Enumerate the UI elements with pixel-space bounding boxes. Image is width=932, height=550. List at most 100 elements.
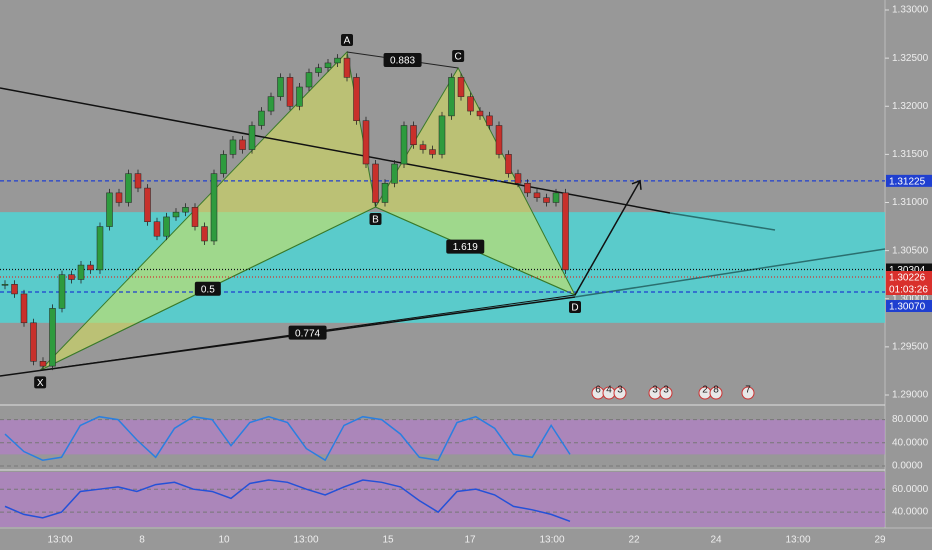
candle (467, 96, 474, 112)
candle (533, 192, 541, 198)
candle (429, 149, 436, 155)
event-label: 3 (652, 385, 658, 396)
event-label: 2 (702, 385, 708, 396)
candle (486, 115, 493, 126)
candle (96, 226, 104, 271)
y-tick-label: 40.0000 (892, 507, 929, 518)
y-tick-label: 1.31000 (892, 197, 929, 208)
candle (163, 216, 170, 237)
y-tick-label: 1.32500 (892, 53, 929, 64)
price-tag-label: 1.31225 (889, 176, 926, 187)
candle (172, 211, 180, 218)
ratio-badge (194, 281, 221, 296)
candle (400, 125, 408, 165)
candle (286, 77, 294, 107)
candle (87, 264, 94, 271)
y-tick-label: 1.31500 (892, 149, 929, 160)
indicator-line (4, 415, 571, 462)
candle (505, 154, 512, 174)
candle (220, 154, 227, 174)
ratio-label: 0.883 (390, 56, 415, 67)
point-badge (34, 376, 47, 389)
candle (343, 57, 351, 78)
candle (49, 308, 56, 367)
x-tick-label: 8 (139, 535, 145, 546)
candle (524, 183, 531, 194)
candle (562, 192, 569, 271)
candle (115, 192, 123, 203)
point-label: D (571, 303, 578, 314)
event-label: 8 (713, 385, 719, 396)
price-tag (886, 300, 932, 313)
indicator-band (0, 419, 885, 455)
point-label: A (344, 36, 351, 47)
candle (20, 293, 28, 324)
x-tick-label: 22 (628, 535, 640, 546)
x-tick-label: 13:00 (47, 535, 72, 546)
candle (229, 139, 237, 155)
candle (334, 57, 341, 64)
point-badge (369, 213, 382, 226)
candle (362, 120, 370, 165)
candle (410, 125, 417, 146)
event-marker (613, 386, 627, 400)
candle (315, 67, 322, 73)
ratio-badge (383, 53, 422, 68)
x-tick-label: 13:00 (293, 535, 318, 546)
event-label: 3 (617, 385, 623, 396)
x-tick-label: 29 (874, 535, 886, 546)
event-label: 4 (606, 385, 612, 396)
candle (153, 221, 161, 237)
candle (457, 77, 465, 97)
y-tick-label: 1.30000 (892, 293, 929, 304)
event-marker (659, 386, 673, 400)
event-marker (709, 386, 723, 400)
y-tick-label: 1.29500 (892, 342, 929, 353)
y-tick-label: 0.0000 (892, 461, 923, 472)
candle (514, 173, 522, 184)
x-tick-label: 15 (382, 535, 394, 546)
trend-line (574, 248, 886, 298)
y-tick-label: 80.0000 (892, 414, 929, 425)
ratio-label: 0.5 (201, 284, 215, 295)
candle (372, 163, 379, 203)
countdown-tag (886, 282, 932, 295)
candle (448, 77, 455, 117)
candle (476, 110, 484, 117)
y-tick-label: 60.0000 (892, 484, 929, 495)
candle (391, 163, 398, 184)
trend-line (669, 212, 776, 231)
point-label: C (455, 52, 462, 63)
price-tag-label: 1.30304 (889, 265, 926, 276)
ratio-badge (446, 239, 485, 254)
indicator-line (4, 479, 571, 522)
candle (419, 144, 427, 150)
candle (30, 322, 37, 362)
point-badge (341, 33, 353, 46)
candle (1, 284, 9, 286)
y-tick-label: 1.29000 (892, 390, 929, 401)
candle (125, 173, 132, 203)
candle (144, 187, 151, 222)
candle (239, 139, 246, 150)
countdown-label: 01:03:26 (889, 285, 928, 296)
candle (495, 125, 503, 155)
candle (11, 284, 18, 295)
projection-arrow (574, 179, 642, 296)
indicator-band (0, 472, 885, 527)
candle (324, 62, 332, 69)
candle (210, 173, 218, 242)
candle (191, 207, 199, 227)
price-tag-label: 1.30070 (889, 302, 926, 313)
ratio-badge (288, 325, 327, 340)
candle (438, 115, 446, 155)
ratio-label: 0.774 (295, 328, 320, 339)
candle (106, 192, 113, 227)
candle (77, 264, 85, 280)
candle (267, 96, 275, 112)
candle (381, 183, 389, 203)
price-tag (886, 174, 932, 187)
ratio-label: 1.619 (453, 242, 478, 253)
price-tag-label: 1.30226 (889, 273, 926, 284)
x-tick-label: 24 (710, 535, 722, 546)
